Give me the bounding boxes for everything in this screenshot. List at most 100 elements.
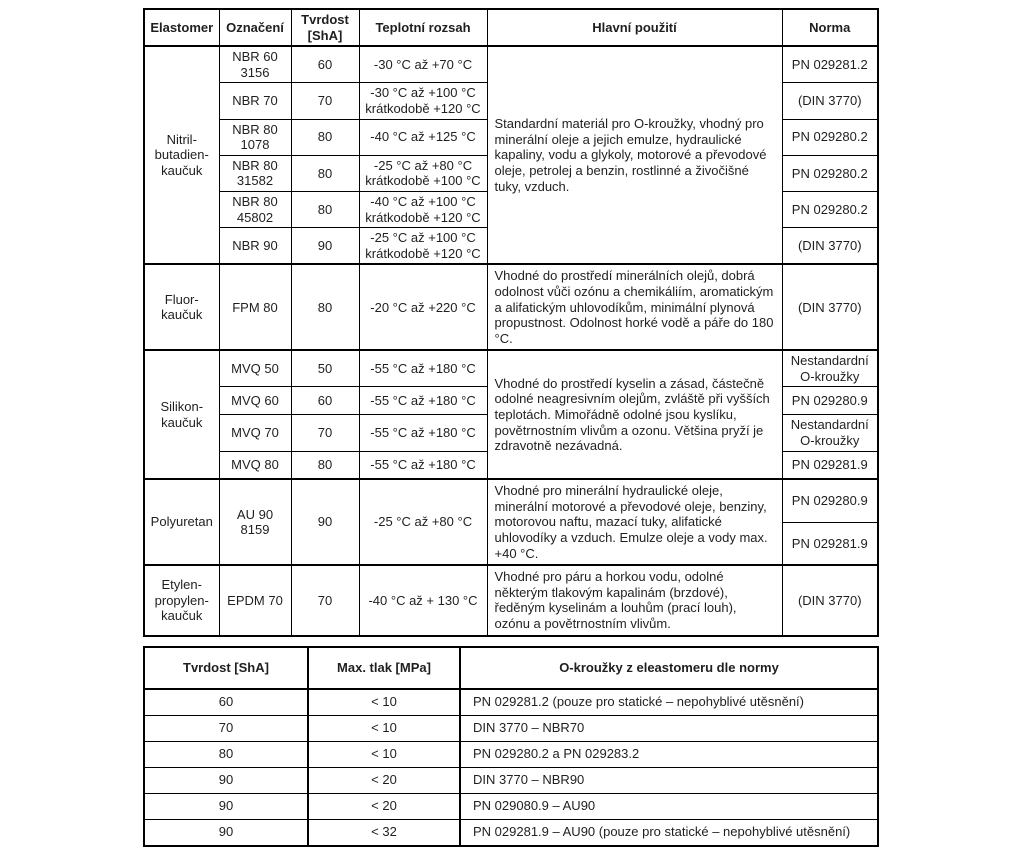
table-row-nbr90: NBR 90 90 -25 °C až +100 °C krátkodobě +… (144, 227, 879, 265)
cell-norma: DIN 3770 – NBR70 (459, 714, 879, 742)
table-row-epdm70: Etylen- propylen- kaučuk EPDM 70 70 -40 … (143, 564, 879, 637)
cell-elastomer-epdm: Etylen- propylen- kaučuk (143, 564, 220, 637)
cell-norma: PN 029281.9 (781, 521, 879, 566)
cell-teplotni: -30 °C až +100 °C krátkodobě +120 °C (358, 82, 488, 120)
cell-norma: PN 029281.2 (pouze pro statické – nepohy… (459, 688, 879, 716)
cell-oznaceni: NBR 80 1078 (218, 118, 292, 156)
cell-norma: DIN 3770 – NBR90 (459, 766, 879, 794)
cell-teplotni: -55 °C až +180 °C (358, 386, 488, 416)
table-row-au90-a: Polyuretan AU 90 8159 90 -25 °C až +80 °… (143, 478, 879, 566)
cell-norma: PN 029080.9 – AU90 (459, 792, 879, 820)
cell-teplotni: -55 °C až +180 °C (358, 349, 488, 388)
cell-oznaceni: NBR 60 3156 (218, 45, 292, 84)
table-row: 90 < 32 PN 029281.9 – AU90 (pouze pro st… (143, 818, 879, 846)
cell-tvrdost: 90 (143, 818, 309, 846)
table-row-mvq50: Silikon- kaučuk MVQ 50 50 -55 °C až +180… (143, 349, 879, 480)
cell-norma: (DIN 3770) (781, 564, 879, 637)
cell-oznaceni: EPDM 70 (218, 564, 292, 637)
cell-tvrdost: 80 (290, 450, 360, 480)
cell-tlak: < 20 (307, 766, 461, 794)
cell-pouziti-fpm: Vhodné do prostředí minerálních olejů, d… (486, 263, 783, 351)
cell-oznaceni: MVQ 60 (218, 386, 292, 416)
table-row: 70 < 10 DIN 3770 – NBR70 (143, 714, 879, 742)
cell-teplotni: -25 °C až +80 °C (358, 478, 488, 566)
table-row-mvq60: MVQ 60 60 -55 °C až +180 °C PN 029280.9 (144, 386, 879, 416)
cell-norma: PN 029281.2 (781, 45, 879, 84)
col-header-max-tlak: Max. tlak [MPa] (307, 646, 461, 690)
cell-elastomer-mvq: Silikon- kaučuk (143, 349, 220, 480)
cell-norma: (DIN 3770) (781, 263, 879, 351)
cell-elastomer-nbr: Nitril- butadien- kaučuk (143, 45, 220, 265)
cell-tvrdost: 80 (290, 263, 360, 351)
cell-norma: (DIN 3770) (781, 227, 879, 265)
col-header-norma: Norma (781, 8, 879, 48)
cell-elastomer-fpm: Fluor- kaučuk (143, 263, 220, 351)
cell-oznaceni: NBR 90 (218, 227, 292, 265)
cell-oznaceni: FPM 80 (218, 263, 292, 351)
cell-tvrdost: 70 (143, 714, 309, 742)
cell-oznaceni: MVQ 50 (218, 349, 292, 388)
cell-teplotni: -40 °C až +125 °C (358, 118, 488, 156)
cell-teplotni: -40 °C až +100 °C krátkodobě +120 °C (358, 190, 488, 229)
cell-norma: (DIN 3770) (781, 82, 879, 120)
cell-oznaceni: NBR 70 (218, 82, 292, 120)
col-header-elastomer: Elastomer (143, 8, 220, 48)
cell-teplotni: -55 °C až +180 °C (358, 414, 488, 452)
cell-tvrdost: 70 (290, 414, 360, 452)
cell-tvrdost: 90 (290, 478, 360, 566)
cell-tvrdost: 80 (290, 118, 360, 156)
cell-pouziti-au: Vhodné pro minerální hydraulické oleje, … (486, 478, 783, 566)
col-header-tvrdost: Tvrdost [ShA] (290, 8, 360, 48)
cell-teplotni: -55 °C až +180 °C (358, 450, 488, 480)
cell-norma: PN 029280.2 (781, 190, 879, 229)
cell-tvrdost: 60 (143, 688, 309, 716)
cell-oznaceni: AU 90 8159 (218, 478, 292, 566)
table-row-nbr80-45802: NBR 80 45802 80 -40 °C až +100 °C krátko… (144, 190, 879, 229)
table-row-nbr80-31582: NBR 80 31582 80 -25 °C až +80 °C krátkod… (144, 154, 879, 192)
cell-teplotni: -40 °C až + 130 °C (358, 564, 488, 637)
cell-teplotni: -25 °C až +80 °C krátkodobě +100 °C (358, 154, 488, 192)
cell-tvrdost: 60 (290, 386, 360, 416)
cell-teplotni: -20 °C až +220 °C (358, 263, 488, 351)
col-header-teplotni-rozsah: Teplotní rozsah (358, 8, 488, 48)
cell-tvrdost: 70 (290, 564, 360, 637)
cell-tvrdost: 60 (290, 45, 360, 84)
cell-tlak: < 20 (307, 792, 461, 820)
cell-tlak: < 10 (307, 714, 461, 742)
cell-norma: PN 029280.2 (781, 118, 879, 156)
table-row-nbr80-1078: NBR 80 1078 80 -40 °C až +125 °C PN 0292… (144, 118, 879, 156)
table-row-nbr60: Nitril- butadien- kaučuk NBR 60 3156 60 … (143, 45, 879, 265)
cell-tvrdost: 90 (290, 227, 360, 265)
col-header-hlavni-pouziti: Hlavní použití (486, 8, 783, 48)
table-row-mvq70: MVQ 70 70 -55 °C až +180 °C Nestandardní… (144, 414, 879, 452)
elastomer-properties-table: Elastomer Označení Tvrdost [ShA] Teplotn… (143, 8, 879, 637)
cell-norma: PN 029281.9 – AU90 (pouze pro statické –… (459, 818, 879, 846)
col-header-oznaceni: Označení (218, 8, 292, 48)
header-row: Tvrdost [ShA] Max. tlak [MPa] O-kroužky … (143, 646, 879, 690)
cell-norma: PN 029280.9 (781, 478, 879, 523)
cell-tlak: < 10 (307, 740, 461, 768)
cell-oznaceni: MVQ 80 (218, 450, 292, 480)
col-header-tvrdost: Tvrdost [ShA] (143, 646, 309, 690)
cell-tvrdost: 70 (290, 82, 360, 120)
table-row: 60 < 10 PN 029281.2 (pouze pro statické … (143, 688, 879, 716)
cell-tlak: < 32 (307, 818, 461, 846)
cell-tvrdost: 80 (290, 190, 360, 229)
table-row: 80 < 10 PN 029280.2 a PN 029283.2 (143, 740, 879, 768)
cell-elastomer-au: Polyuretan (143, 478, 220, 566)
table-row-mvq80: MVQ 80 80 -55 °C až +180 °C PN 029281.9 (144, 450, 879, 480)
cell-norma: PN 029280.2 a PN 029283.2 (459, 740, 879, 768)
cell-tvrdost: 50 (290, 349, 360, 388)
table-row-fpm80: Fluor- kaučuk FPM 80 80 -20 °C až +220 °… (143, 263, 879, 351)
cell-norma: PN 029280.2 (781, 154, 879, 192)
cell-tlak: < 10 (307, 688, 461, 716)
table-row: 90 < 20 DIN 3770 – NBR90 (143, 766, 879, 794)
cell-teplotni: -25 °C až +100 °C krátkodobě +120 °C (358, 227, 488, 265)
document-sheet: Elastomer Označení Tvrdost [ShA] Teplotn… (143, 8, 879, 847)
table-row-nbr70: NBR 70 70 -30 °C až +100 °C krátkodobě +… (144, 82, 879, 120)
cell-pouziti-nbr: Standardní materiál pro O-kroužky, vhodn… (486, 45, 783, 265)
cell-oznaceni: NBR 80 45802 (218, 190, 292, 229)
cell-oznaceni: MVQ 70 (218, 414, 292, 452)
col-header-norma: O-kroužky z eleastomeru dle normy (459, 646, 879, 690)
cell-tvrdost: 90 (143, 792, 309, 820)
